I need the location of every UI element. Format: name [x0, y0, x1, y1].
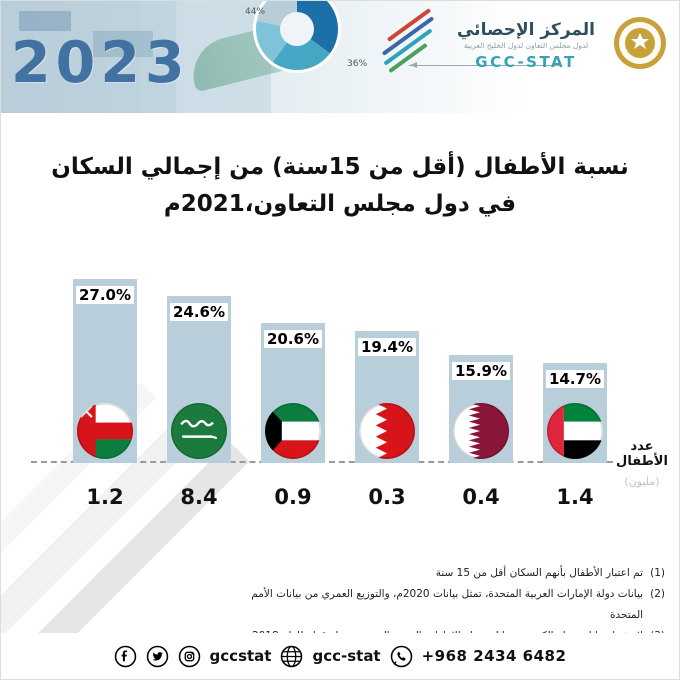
footnote-number: (1): [650, 566, 665, 579]
logo-text: المركز الإحصائي لدول مجلس التعاون لدول ا…: [447, 20, 605, 71]
bar-column-oman: 27.0% 1.2: [73, 251, 137, 509]
axis-label-text: عدد الأطفال: [616, 438, 668, 469]
year-label: 2023: [11, 30, 190, 96]
banner-collage: [19, 11, 71, 31]
count-label: 8.4: [180, 484, 218, 509]
bahrain-flag: [359, 402, 415, 459]
percent-label: 27.0%: [75, 285, 135, 304]
footnote: (2) بيانات دولة الإمارات العربية المتحدة،…: [245, 584, 665, 626]
bar-column-saudi-arabia: 24.6% 8.4: [167, 251, 231, 509]
saudi-arabia-flag: [171, 402, 227, 459]
qatar-flag: [453, 402, 509, 459]
uae-flag: [547, 402, 603, 459]
footer-bar: gccstat gcc-stat +968 2434 6482: [1, 633, 679, 679]
count-label: 1.2: [86, 484, 124, 509]
title-line-1: نسبة الأطفال (أقل من 15سنة) من إجمالي ال…: [51, 154, 629, 180]
logo-stripes-icon: [377, 8, 439, 77]
logo-name-english: GCC-STAT: [475, 52, 577, 71]
whatsapp-icon[interactable]: [390, 645, 413, 668]
pie-chart-decor: [253, 1, 341, 73]
bar-column-bahrain: 19.4% 0.3: [355, 251, 419, 509]
header-banner: 2023 44% 36% المركز الإحصائي لدول مجلس ا…: [1, 1, 679, 113]
decor-percent-label: 44%: [245, 7, 266, 17]
gcc-stat-logo: المركز الإحصائي لدول مجلس التعاون لدول ا…: [377, 8, 667, 77]
bar-column-uae: 14.7% 1.4: [543, 251, 607, 509]
percent-label: 14.7%: [545, 369, 605, 388]
axis-label-unit: (مليون): [624, 474, 660, 488]
axis-label: عدد الأطفال (مليون): [609, 439, 675, 488]
website-text[interactable]: gcc-stat: [312, 647, 381, 665]
footnote-text: بيانات دولة الإمارات العربية المتحدة، تم…: [251, 587, 644, 621]
bar-column-qatar: 15.9% 0.4: [449, 251, 513, 509]
banner-collage: [93, 31, 153, 57]
percent-label: 24.6%: [169, 302, 229, 321]
footnote-number: (2): [650, 587, 665, 600]
percent-label: 19.4%: [357, 337, 417, 356]
decor-percent-label: 36%: [347, 59, 368, 69]
footnote-text: تم اعتبار الأطفال بأنهم السكان أقل من 15…: [435, 566, 644, 579]
chart-title: نسبة الأطفال (أقل من 15سنة) من إجمالي ال…: [1, 149, 679, 223]
gcc-emblem-icon: [613, 16, 667, 74]
facebook-icon[interactable]: [114, 645, 137, 668]
count-label: 0.9: [274, 484, 312, 509]
logo-title-arabic: المركز الإحصائي: [456, 19, 596, 40]
count-label: 0.3: [368, 484, 406, 509]
title-line-2: في دول مجلس التعاون،2021م: [163, 190, 517, 217]
phone-number[interactable]: +968 2434 6482: [421, 647, 567, 665]
bar-chart: 27.0% 1.2 24.6% 8.4 20.6% 0.9 19.4% 0.3 15.9% 0.4…: [1, 251, 679, 513]
oman-flag: [77, 402, 133, 459]
website-globe-icon[interactable]: [280, 645, 303, 668]
logo-subtitle-arabic: لدول مجلس التعاون لدول الخليج العربية: [463, 40, 589, 50]
twitter-icon[interactable]: [146, 645, 169, 668]
social-handle[interactable]: gccstat: [209, 647, 272, 665]
count-label: 1.4: [556, 484, 594, 509]
percent-label: 20.6%: [263, 329, 323, 348]
instagram-icon[interactable]: [178, 645, 201, 668]
bar-column-kuwait: 20.6% 0.9: [261, 251, 325, 509]
logo-arrow: [409, 62, 559, 68]
count-label: 0.4: [462, 484, 500, 509]
kuwait-flag: [265, 402, 321, 459]
footnote: (1) تم اعتبار الأطفال بأنهم السكان أقل من…: [245, 563, 665, 584]
percent-label: 15.9%: [451, 361, 511, 380]
